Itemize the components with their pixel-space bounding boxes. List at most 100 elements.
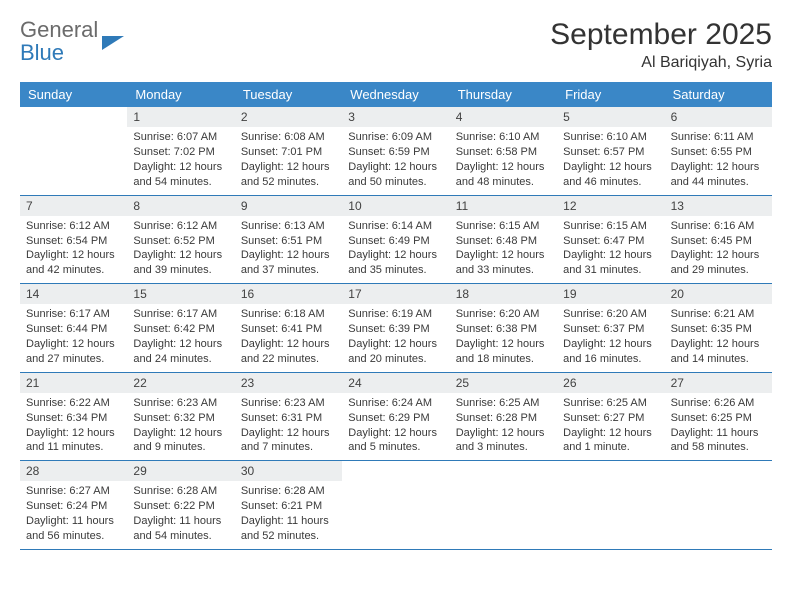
day-cell: 12Sunrise: 6:15 AMSunset: 6:47 PMDayligh… bbox=[557, 196, 664, 284]
day-cell: 16Sunrise: 6:18 AMSunset: 6:41 PMDayligh… bbox=[235, 284, 342, 372]
week-row: 28Sunrise: 6:27 AMSunset: 6:24 PMDayligh… bbox=[20, 461, 772, 550]
sunrise-text: Sunrise: 6:10 AM bbox=[456, 130, 551, 145]
day-cell: 19Sunrise: 6:20 AMSunset: 6:37 PMDayligh… bbox=[557, 284, 664, 372]
weeks-container: 1Sunrise: 6:07 AMSunset: 7:02 PMDaylight… bbox=[20, 107, 772, 550]
day-body: Sunrise: 6:20 AMSunset: 6:37 PMDaylight:… bbox=[557, 304, 664, 371]
daylight-text: Daylight: 12 hours and 27 minutes. bbox=[26, 337, 121, 367]
day-body: Sunrise: 6:28 AMSunset: 6:21 PMDaylight:… bbox=[235, 481, 342, 548]
day-cell: 3 Sunrise: 6:09 AMSunset: 6:59 PMDaylight… bbox=[342, 107, 449, 195]
daylight-text: Daylight: 11 hours and 52 minutes. bbox=[241, 514, 336, 544]
day-cell bbox=[342, 461, 449, 549]
daylight-text: Daylight: 12 hours and 44 minutes. bbox=[671, 160, 766, 190]
day-number: 11 bbox=[450, 196, 557, 216]
sunrise-text: Sunrise: 6:25 AM bbox=[456, 396, 551, 411]
sunrise-text: Sunrise: 6:26 AM bbox=[671, 396, 766, 411]
day-body: Sunrise: 6:17 AMSunset: 6:44 PMDaylight:… bbox=[20, 304, 127, 371]
day-number: 26 bbox=[557, 373, 664, 393]
day-cell: 22Sunrise: 6:23 AMSunset: 6:32 PMDayligh… bbox=[127, 373, 234, 461]
sunrise-text: Sunrise: 6:08 AM bbox=[241, 130, 336, 145]
day-body: Sunrise: 6:15 AMSunset: 6:47 PMDaylight:… bbox=[557, 216, 664, 283]
daylight-text: Daylight: 12 hours and 7 minutes. bbox=[241, 426, 336, 456]
day-body: Sunrise: 6:12 AMSunset: 6:52 PMDaylight:… bbox=[127, 216, 234, 283]
day-cell: 1Sunrise: 6:07 AMSunset: 7:02 PMDaylight… bbox=[127, 107, 234, 195]
weekday-header: Monday bbox=[127, 82, 234, 107]
day-body: Sunrise: 6:15 AMSunset: 6:48 PMDaylight:… bbox=[450, 216, 557, 283]
day-body: Sunrise: 6:07 AMSunset: 7:02 PMDaylight:… bbox=[127, 127, 234, 194]
day-number: 2 bbox=[235, 107, 342, 127]
day-number: 8 bbox=[127, 196, 234, 216]
day-number: 15 bbox=[127, 284, 234, 304]
sunset-text: Sunset: 6:45 PM bbox=[671, 234, 766, 249]
sunset-text: Sunset: 6:51 PM bbox=[241, 234, 336, 249]
sunset-text: Sunset: 6:41 PM bbox=[241, 322, 336, 337]
sunset-text: Sunset: 6:28 PM bbox=[456, 411, 551, 426]
day-cell: 26Sunrise: 6:25 AMSunset: 6:27 PMDayligh… bbox=[557, 373, 664, 461]
day-number: 10 bbox=[342, 196, 449, 216]
day-number: 16 bbox=[235, 284, 342, 304]
day-cell: 17Sunrise: 6:19 AMSunset: 6:39 PMDayligh… bbox=[342, 284, 449, 372]
day-body: Sunrise: 6:13 AMSunset: 6:51 PMDaylight:… bbox=[235, 216, 342, 283]
sunset-text: Sunset: 6:21 PM bbox=[241, 499, 336, 514]
day-cell: 7Sunrise: 6:12 AMSunset: 6:54 PMDaylight… bbox=[20, 196, 127, 284]
day-cell: 13Sunrise: 6:16 AMSunset: 6:45 PMDayligh… bbox=[665, 196, 772, 284]
sunrise-text: Sunrise: 6:17 AM bbox=[133, 307, 228, 322]
sunrise-text: Sunrise: 6:28 AM bbox=[241, 484, 336, 499]
daylight-text: Daylight: 12 hours and 54 minutes. bbox=[133, 160, 228, 190]
sunrise-text: Sunrise: 6:18 AM bbox=[241, 307, 336, 322]
week-row: 21Sunrise: 6:22 AMSunset: 6:34 PMDayligh… bbox=[20, 373, 772, 462]
day-cell: 2Sunrise: 6:08 AMSunset: 7:01 PMDaylight… bbox=[235, 107, 342, 195]
day-number: 18 bbox=[450, 284, 557, 304]
daylight-text: Daylight: 11 hours and 54 minutes. bbox=[133, 514, 228, 544]
day-number: 27 bbox=[665, 373, 772, 393]
day-body: Sunrise: 6:17 AMSunset: 6:42 PMDaylight:… bbox=[127, 304, 234, 371]
week-row: 1Sunrise: 6:07 AMSunset: 7:02 PMDaylight… bbox=[20, 107, 772, 196]
logo-line1: General bbox=[20, 17, 98, 42]
day-cell: 4Sunrise: 6:10 AMSunset: 6:58 PMDaylight… bbox=[450, 107, 557, 195]
week-row: 14Sunrise: 6:17 AMSunset: 6:44 PMDayligh… bbox=[20, 284, 772, 373]
day-number: 7 bbox=[20, 196, 127, 216]
day-body: Sunrise: 6:22 AMSunset: 6:34 PMDaylight:… bbox=[20, 393, 127, 460]
daylight-text: Daylight: 12 hours and 42 minutes. bbox=[26, 248, 121, 278]
page-header: General Blue September 2025 Al Bariqiyah… bbox=[20, 18, 772, 72]
daylight-text: Daylight: 12 hours and 52 minutes. bbox=[241, 160, 336, 190]
daylight-text: Daylight: 12 hours and 50 minutes. bbox=[348, 160, 443, 190]
daylight-text: Daylight: 12 hours and 14 minutes. bbox=[671, 337, 766, 367]
title-block: September 2025 Al Bariqiyah, Syria bbox=[550, 18, 772, 72]
day-cell: 14Sunrise: 6:17 AMSunset: 6:44 PMDayligh… bbox=[20, 284, 127, 372]
weekday-header: Sunday bbox=[20, 82, 127, 107]
day-number: 24 bbox=[342, 373, 449, 393]
day-number: 29 bbox=[127, 461, 234, 481]
sunset-text: Sunset: 6:59 PM bbox=[348, 145, 443, 160]
sunrise-text: Sunrise: 6:09 AM bbox=[348, 130, 443, 145]
day-body: Sunrise: 6:11 AMSunset: 6:55 PMDaylight:… bbox=[665, 127, 772, 194]
day-cell: 30Sunrise: 6:28 AMSunset: 6:21 PMDayligh… bbox=[235, 461, 342, 549]
day-body: Sunrise: 6:24 AMSunset: 6:29 PMDaylight:… bbox=[342, 393, 449, 460]
daylight-text: Daylight: 12 hours and 11 minutes. bbox=[26, 426, 121, 456]
sunset-text: Sunset: 6:31 PM bbox=[241, 411, 336, 426]
day-number: 12 bbox=[557, 196, 664, 216]
daylight-text: Daylight: 12 hours and 39 minutes. bbox=[133, 248, 228, 278]
sunrise-text: Sunrise: 6:23 AM bbox=[241, 396, 336, 411]
day-cell: 20Sunrise: 6:21 AMSunset: 6:35 PMDayligh… bbox=[665, 284, 772, 372]
sunrise-text: Sunrise: 6:25 AM bbox=[563, 396, 658, 411]
sunset-text: Sunset: 6:44 PM bbox=[26, 322, 121, 337]
day-cell: 27Sunrise: 6:26 AMSunset: 6:25 PMDayligh… bbox=[665, 373, 772, 461]
sunrise-text: Sunrise: 6:20 AM bbox=[456, 307, 551, 322]
sunset-text: Sunset: 6:55 PM bbox=[671, 145, 766, 160]
day-cell: 8Sunrise: 6:12 AMSunset: 6:52 PMDaylight… bbox=[127, 196, 234, 284]
sunrise-text: Sunrise: 6:12 AM bbox=[133, 219, 228, 234]
day-cell bbox=[665, 461, 772, 549]
day-number: 3 bbox=[342, 107, 449, 127]
day-number: 20 bbox=[665, 284, 772, 304]
sunrise-text: Sunrise: 6:10 AM bbox=[563, 130, 658, 145]
sunrise-text: Sunrise: 6:19 AM bbox=[348, 307, 443, 322]
day-number: 13 bbox=[665, 196, 772, 216]
daylight-text: Daylight: 12 hours and 18 minutes. bbox=[456, 337, 551, 367]
sunrise-text: Sunrise: 6:21 AM bbox=[671, 307, 766, 322]
day-body: Sunrise: 6:27 AMSunset: 6:24 PMDaylight:… bbox=[20, 481, 127, 548]
weekday-header: Friday bbox=[557, 82, 664, 107]
day-number: 30 bbox=[235, 461, 342, 481]
day-cell: 25Sunrise: 6:25 AMSunset: 6:28 PMDayligh… bbox=[450, 373, 557, 461]
day-body: Sunrise: 6:08 AMSunset: 7:01 PMDaylight:… bbox=[235, 127, 342, 194]
sunset-text: Sunset: 7:01 PM bbox=[241, 145, 336, 160]
